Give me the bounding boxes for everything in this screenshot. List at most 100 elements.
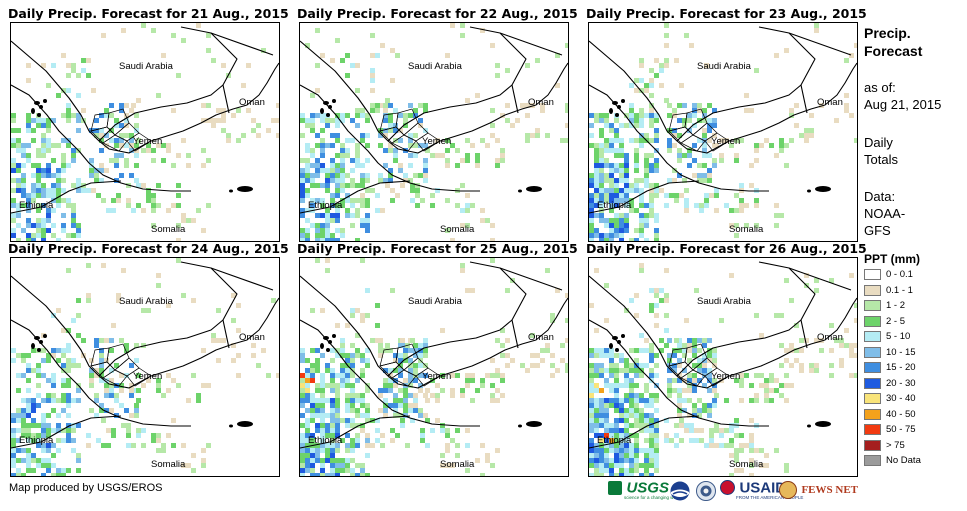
precip-cell [350, 438, 355, 443]
precip-cell [36, 218, 41, 223]
precip-cell [599, 458, 604, 463]
precip-cell [276, 118, 279, 123]
precip-cell [300, 358, 305, 363]
precip-cell [649, 138, 654, 143]
precip-cell [649, 473, 654, 476]
precip-cell [325, 183, 330, 188]
precip-cell [360, 108, 365, 113]
precip-cell [360, 163, 365, 168]
precip-cell [276, 373, 279, 378]
precip-cell [500, 373, 505, 378]
precip-cell [256, 363, 261, 368]
precip-cell [325, 218, 330, 223]
precip-cell [46, 188, 51, 193]
precip-cell [649, 438, 654, 443]
precip-cell [624, 438, 629, 443]
precip-cell [56, 438, 61, 443]
precip-cell [649, 208, 654, 213]
precip-cell [340, 113, 345, 118]
precip-cell [684, 318, 689, 323]
precip-cell [86, 188, 91, 193]
precip-cell [171, 418, 176, 423]
precip-cell [171, 203, 176, 208]
precip-cell [355, 113, 360, 118]
precip-cell [614, 463, 619, 468]
precip-cell [749, 438, 754, 443]
precip-cell [649, 393, 654, 398]
precip-cell [335, 208, 340, 213]
precip-cell [350, 393, 355, 398]
border-saudi-yemen [98, 319, 224, 377]
precip-cell [702, 173, 707, 178]
precip-cell [109, 103, 114, 108]
precip-cell [445, 428, 450, 433]
precip-cell [475, 158, 480, 163]
precip-cell [624, 373, 629, 378]
precip-cell [398, 403, 403, 408]
precip-cell [383, 118, 388, 123]
precip-cell [383, 388, 388, 393]
precip-cell [634, 153, 639, 158]
precip-cell [51, 118, 56, 123]
coastline-horn [11, 319, 191, 427]
precip-cell [360, 138, 365, 143]
precip-cell [664, 328, 669, 333]
precip-cell [31, 418, 36, 423]
precip-cell [784, 468, 789, 473]
precip-cell [71, 223, 76, 228]
precip-cell [759, 333, 764, 338]
precip-cell [36, 203, 41, 208]
precip-cell [61, 408, 66, 413]
precip-cell [99, 368, 104, 373]
precip-cell [56, 448, 61, 453]
precip-cell [639, 198, 644, 203]
islands [609, 99, 831, 193]
precip-cell [176, 193, 181, 198]
precip-cell [413, 348, 418, 353]
border-saudi-yemen [387, 319, 513, 377]
precip-cell [94, 413, 99, 418]
precip-cell [56, 188, 61, 193]
precip-cell [430, 153, 435, 158]
precip-cell [839, 358, 844, 363]
precip-cell [21, 153, 26, 158]
precip-cell [415, 193, 420, 198]
precip-cell [774, 448, 779, 453]
precip-cell [839, 363, 844, 368]
precip-cell [644, 348, 649, 353]
precip-cell [634, 448, 639, 453]
precip-cell [649, 288, 654, 293]
precip-cell [388, 118, 393, 123]
precip-cell [66, 73, 71, 78]
precip-cell [480, 208, 485, 213]
precip-cell [644, 448, 649, 453]
precip-cell [114, 153, 119, 158]
governorates [668, 343, 730, 387]
precip-cell [649, 348, 654, 353]
precip-cell [146, 308, 151, 313]
island [609, 343, 613, 349]
precip-cell [634, 183, 639, 188]
precip-cell [664, 418, 669, 423]
precip-cell [355, 198, 360, 203]
precip-cell [31, 408, 36, 413]
precip-cell [181, 38, 186, 43]
precip-cell [649, 203, 654, 208]
border-saudi-yemen [676, 319, 802, 377]
precip-cell [11, 203, 16, 208]
precip-cell [664, 313, 669, 318]
precip-cell [614, 473, 619, 476]
precip-cell [779, 343, 784, 348]
precip-cell [56, 358, 61, 363]
precip-cell [141, 148, 146, 153]
precip-cell [71, 318, 76, 323]
precip-cell [315, 163, 320, 168]
precip-cell [707, 168, 712, 173]
precip-cell [774, 378, 779, 383]
precip-cell [510, 358, 515, 363]
precip-cell [325, 268, 330, 273]
precip-cell [654, 463, 659, 468]
precip-cell [619, 408, 624, 413]
precip-cell [383, 413, 388, 418]
precip-cell [619, 138, 624, 143]
